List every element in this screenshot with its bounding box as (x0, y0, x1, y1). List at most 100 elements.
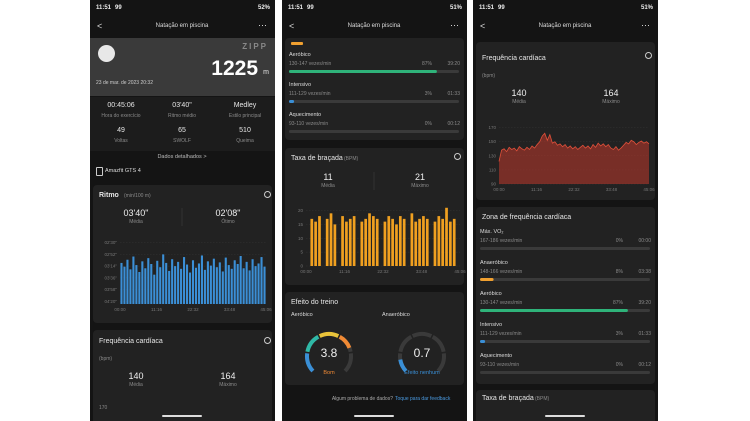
gauge-value: 3.8 (320, 346, 338, 360)
y-tick-label: 0 (300, 264, 303, 269)
bar (200, 255, 203, 304)
zoom-icon[interactable] (645, 52, 652, 59)
zone-time: 39:20 (638, 300, 651, 306)
bar (132, 256, 135, 304)
y-tick-label: 03'14" (105, 264, 118, 269)
stat-value: 49 (117, 127, 125, 134)
x-tick-label: 33:48 (224, 307, 236, 312)
map-brand: ZIPP (242, 42, 268, 51)
x-tick-label: 45:06 (454, 269, 466, 274)
gauge-segment (305, 335, 320, 353)
stat-label: SWOLF (173, 138, 191, 144)
gauge-segment (398, 359, 408, 373)
stat-label: Ritmo médio (167, 113, 197, 119)
bar (194, 267, 198, 304)
summary-value: 164 (603, 88, 619, 98)
more-button[interactable]: ⋯ (258, 20, 267, 30)
bar (147, 258, 150, 304)
gauge-rating: Efeito nenhum (404, 370, 440, 376)
y-tick-label: 130 (488, 153, 496, 158)
x-tick-label: 45:06 (643, 187, 655, 192)
back-button[interactable]: < (289, 21, 295, 31)
gauge-value: 0.7 (413, 346, 431, 360)
more-button[interactable]: ⋯ (641, 20, 650, 30)
status-time: 11:51 (96, 5, 112, 11)
bar (242, 268, 245, 304)
bar (141, 261, 144, 304)
card-title: Taxa de braçada (291, 155, 343, 162)
summary-value: 140 (511, 88, 527, 98)
bar (215, 267, 218, 304)
bar (162, 254, 165, 304)
card-unit: (BPM) (535, 396, 550, 402)
bar (144, 268, 147, 304)
bar (138, 272, 141, 304)
zoom-icon[interactable] (264, 191, 271, 198)
bar (156, 260, 159, 304)
bar (188, 272, 192, 304)
x-tick-label: 22:32 (187, 307, 199, 312)
zone-name: Aeróbico (289, 52, 311, 58)
more-button[interactable]: ⋯ (450, 20, 459, 30)
battery: 52% (257, 5, 270, 11)
y-tick-label: 150 (488, 139, 496, 144)
back-button[interactable]: < (97, 21, 103, 31)
details-link[interactable]: Dados detalhados > (157, 154, 207, 160)
stat-label: Estilo principal (228, 113, 262, 119)
card-unit: (bpm) (99, 356, 113, 362)
phone-screen: < ⋯ 02'30" 02'52" 03'14" 03'36" 03'58" 04'20"… (90, 0, 275, 421)
bar (254, 266, 257, 304)
map (90, 38, 275, 96)
stat-value: 00:45:06 (107, 102, 135, 109)
bar (248, 270, 251, 304)
zone-percent: 0% (424, 121, 432, 127)
line (498, 132, 650, 162)
phone-screen: < ⋯ 90 110 130 150 170 00:00 11:16 22:32 33:48 45… (473, 0, 658, 421)
gauge-rating: Bom (323, 370, 335, 376)
status-time: 11:51 (479, 5, 495, 11)
zoom-icon[interactable] (264, 337, 271, 344)
y-tick-label: 20 (298, 208, 304, 213)
bar (325, 218, 329, 266)
summary-value: 140 (128, 371, 144, 381)
bar (398, 216, 402, 266)
zone-percent: 87% (612, 300, 623, 306)
gauge-segment (338, 335, 352, 349)
feedback-link[interactable]: Toque para dar feedback (395, 396, 451, 402)
zones-card (285, 38, 464, 140)
back-button[interactable]: < (480, 21, 486, 31)
distance: 1225 (211, 57, 258, 80)
bar (418, 218, 421, 266)
bar (165, 262, 168, 304)
bar (414, 221, 418, 266)
zoom-icon[interactable] (454, 153, 461, 160)
gauge-track (436, 353, 446, 373)
bar (352, 216, 356, 266)
screen-title: Natação em piscina (155, 23, 209, 29)
zone-range: 111-129 vezes/min (480, 331, 522, 337)
y-tick-label: 10 (298, 236, 304, 241)
bar (245, 261, 248, 304)
screen-title: Natação em piscina (538, 23, 592, 29)
zone-percent: 3% (615, 331, 623, 337)
zone-range: 130-147 vezes/min (289, 61, 332, 67)
bar (129, 269, 132, 304)
hr-zones-card (476, 207, 655, 384)
bar (360, 221, 364, 266)
pace-card (93, 185, 272, 323)
bar (263, 266, 266, 304)
bar (150, 264, 153, 304)
zone-percent: 87% (421, 61, 432, 67)
bar (203, 269, 206, 304)
zone-name: Aeróbico (480, 291, 502, 297)
y-tick-label: 04'20" (105, 299, 118, 304)
bar (364, 218, 368, 266)
zone-track (480, 247, 650, 250)
bar (445, 207, 448, 266)
x-tick-label: 22:32 (568, 187, 580, 192)
summary-value: 02'08" (215, 208, 241, 218)
gauge-track (343, 353, 353, 373)
zone-time: 39:20 (447, 61, 460, 67)
bar (197, 263, 201, 304)
zone-track (480, 340, 650, 343)
